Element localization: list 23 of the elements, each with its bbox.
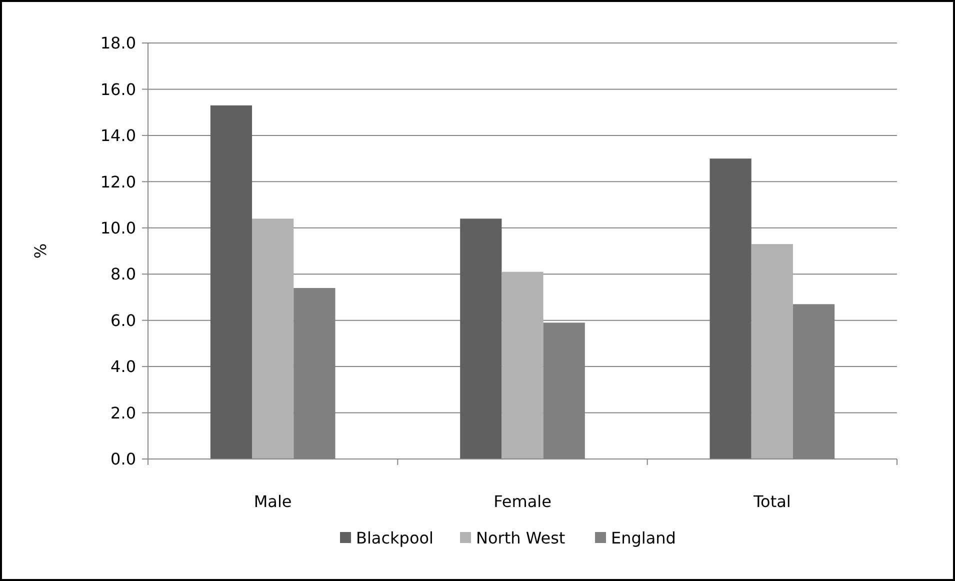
- bar: [460, 218, 502, 459]
- bar: [710, 158, 752, 459]
- y-tick-label: 16.0: [100, 80, 136, 99]
- y-tick-label: 0.0: [110, 450, 136, 469]
- y-tick-label: 8.0: [110, 264, 136, 284]
- y-tick-label: 18.0: [100, 34, 136, 53]
- x-tick-label: Total: [752, 492, 791, 511]
- y-tick-label: 10.0: [100, 218, 136, 238]
- x-tick-label: Female: [494, 492, 552, 511]
- legend-label: North West: [476, 528, 566, 548]
- x-tick-label: Male: [254, 492, 292, 511]
- bar: [751, 244, 793, 459]
- bar: [502, 272, 544, 459]
- bar: [252, 218, 294, 459]
- y-tick-label: 4.0: [110, 357, 136, 376]
- y-axis-title: %: [31, 243, 50, 259]
- bar: [210, 105, 252, 459]
- y-tick-label: 12.0: [100, 172, 136, 192]
- y-tick-label: 14.0: [100, 126, 136, 146]
- y-tick-label: 6.0: [110, 310, 136, 330]
- legend-label: Blackpool: [356, 528, 434, 548]
- legend-label: England: [611, 528, 676, 548]
- y-tick-label: 2.0: [110, 403, 136, 422]
